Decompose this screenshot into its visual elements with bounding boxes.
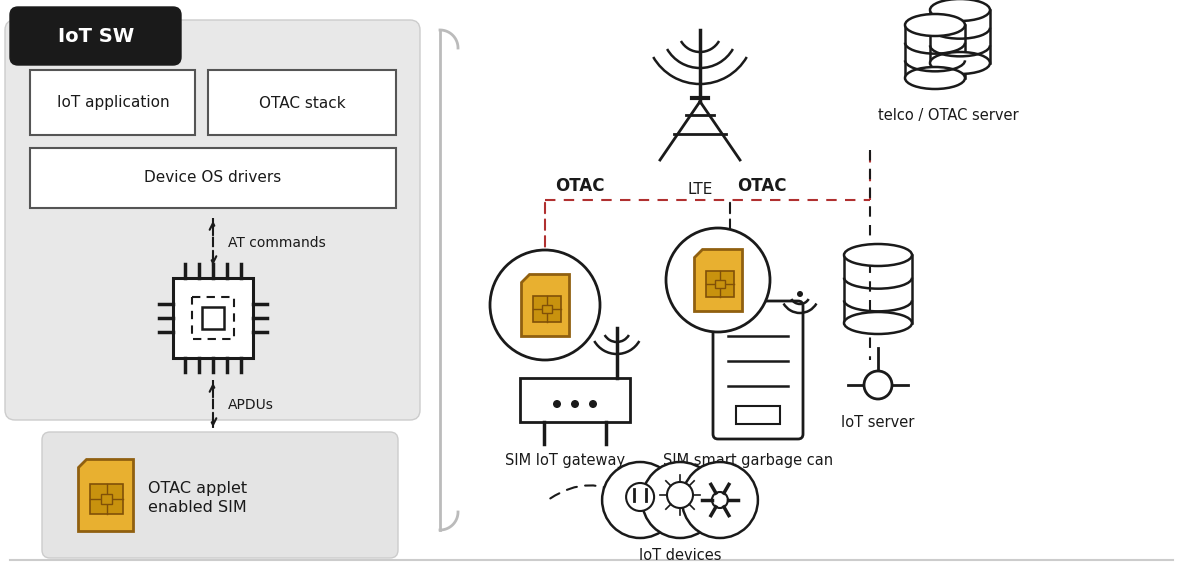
Bar — [192, 297, 234, 339]
Bar — [30, 70, 195, 135]
Text: IoT server: IoT server — [841, 415, 914, 430]
Ellipse shape — [930, 0, 990, 21]
Bar — [102, 494, 112, 504]
Bar — [173, 278, 253, 358]
Bar — [716, 280, 725, 289]
Text: Device OS drivers: Device OS drivers — [144, 170, 282, 185]
Bar — [521, 378, 631, 422]
Text: APDUs: APDUs — [228, 398, 274, 412]
Text: SIM IoT gateway: SIM IoT gateway — [505, 453, 625, 468]
Bar — [202, 307, 225, 329]
Text: LTE: LTE — [687, 182, 712, 197]
Circle shape — [626, 483, 654, 511]
Text: OTAC stack: OTAC stack — [259, 96, 345, 111]
Circle shape — [602, 462, 678, 538]
Bar — [532, 296, 562, 322]
Text: IoT SW: IoT SW — [58, 26, 134, 46]
Circle shape — [642, 462, 718, 538]
Circle shape — [552, 400, 561, 408]
Circle shape — [667, 482, 693, 508]
Circle shape — [681, 462, 758, 538]
Circle shape — [571, 400, 578, 408]
Bar — [30, 148, 396, 208]
Text: IoT devices: IoT devices — [639, 548, 722, 563]
Bar — [91, 484, 123, 514]
Circle shape — [797, 291, 803, 297]
Polygon shape — [521, 274, 569, 336]
Text: IoT application: IoT application — [57, 96, 169, 111]
Circle shape — [712, 492, 728, 508]
Text: telco / OTAC server: telco / OTAC server — [878, 108, 1019, 123]
Ellipse shape — [843, 312, 912, 334]
Polygon shape — [78, 459, 132, 531]
Circle shape — [666, 228, 770, 332]
FancyBboxPatch shape — [713, 301, 803, 439]
Text: OTAC: OTAC — [555, 177, 605, 195]
Text: enabled SIM: enabled SIM — [148, 501, 247, 516]
Ellipse shape — [905, 67, 965, 89]
Text: OTAC: OTAC — [737, 177, 787, 195]
Bar — [208, 70, 396, 135]
Circle shape — [589, 400, 597, 408]
Ellipse shape — [905, 14, 965, 36]
Circle shape — [490, 250, 600, 360]
Ellipse shape — [843, 244, 912, 266]
Text: SIM smart garbage can: SIM smart garbage can — [662, 453, 833, 468]
Bar — [542, 305, 551, 313]
Text: OTAC applet: OTAC applet — [148, 480, 247, 495]
FancyBboxPatch shape — [9, 7, 181, 65]
FancyBboxPatch shape — [43, 432, 397, 558]
Bar — [705, 271, 735, 297]
Polygon shape — [694, 249, 742, 311]
Bar — [736, 406, 780, 424]
Ellipse shape — [930, 52, 990, 74]
Text: AT commands: AT commands — [228, 236, 325, 250]
Circle shape — [864, 371, 892, 399]
FancyBboxPatch shape — [5, 20, 420, 420]
